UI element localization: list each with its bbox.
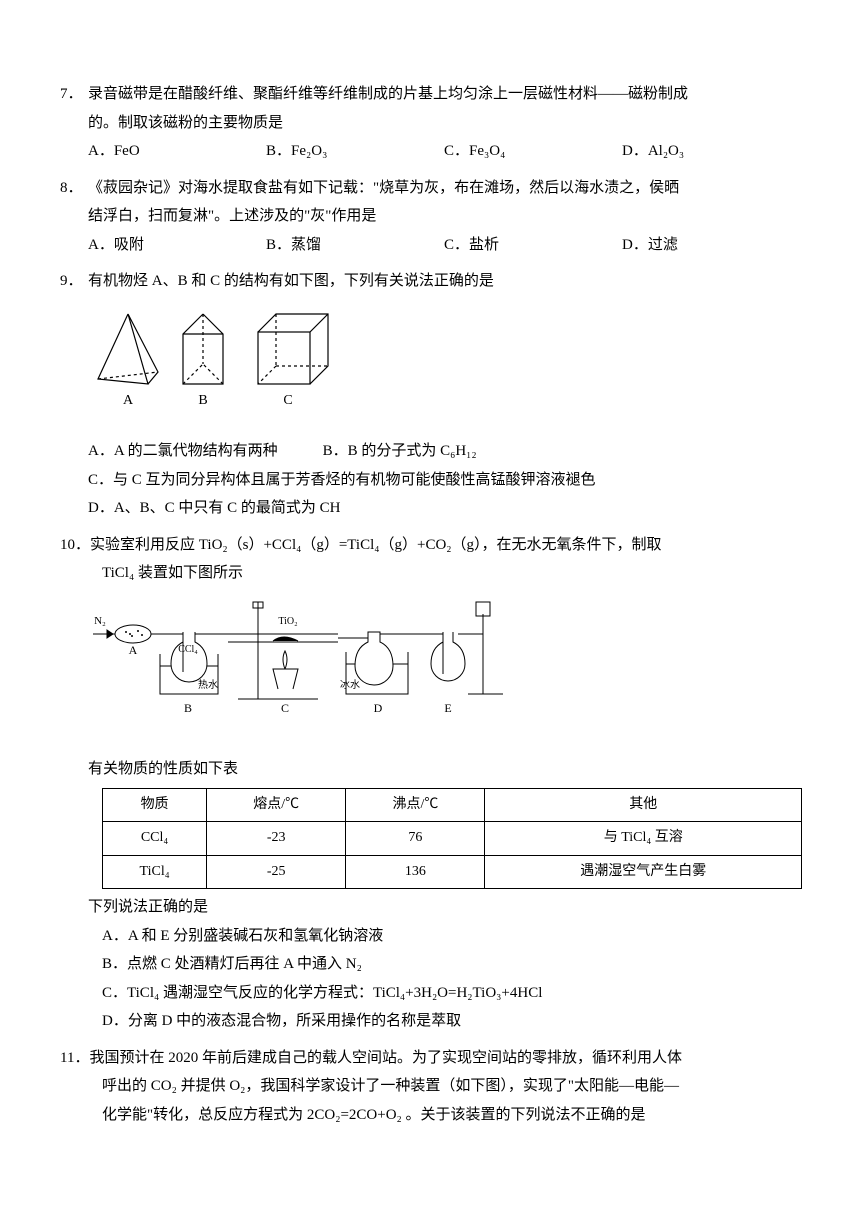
options: A．A 和 E 分别盛装碱石灰和氢氧化钠溶液 B．点燃 C 处酒精灯后再往 A … [60, 922, 800, 1036]
table-cell: CCl₄ [103, 822, 207, 856]
shapes-figure: A B C [88, 304, 348, 419]
question-text-cont: 呼出的 CO₂ 并提供 O₂，我国科学家设计了一种装置（如下图），实现了"太阳能… [60, 1072, 800, 1101]
label-icewater: 冰水 [340, 678, 360, 691]
question-9: 9． 有机物烃 A、B 和 C 的结构有如下图，下列有关说法正确的是 A B C [60, 267, 800, 523]
question-text-cont: 结浮白，扫而复淋"。上述涉及的"灰"作用是 [60, 202, 800, 231]
option-d: D．过滤 [622, 231, 800, 260]
options: A．A 的二氯代物结构有两种 B．B 的分子式为 C₆H₁₂ C．与 C 互为同… [60, 437, 800, 523]
label-c: C [281, 701, 289, 715]
option-c: C．TiCl₄ 遇潮湿空气反应的化学方程式：TiCl₄+3H₂O=H₂TiO₃+… [102, 979, 800, 1008]
label-ccl4: CCl₄ [178, 644, 198, 655]
label-a: A [129, 643, 138, 657]
question-11: 11． 我国预计在 2020 年前后建成自己的载人空间站。为了实现空间站的零排放… [60, 1044, 800, 1130]
label-b: B [184, 701, 192, 715]
apparatus-figure: N₂ A CCl₄ 热水 B TiO₂ C 冰水 D E [88, 594, 528, 739]
label-tio2: TiO₂ [278, 616, 297, 627]
option-a: A．FeO [88, 137, 266, 166]
option-a: A．吸附 [88, 231, 266, 260]
option-b: B．Fe₂O₃ [266, 137, 444, 166]
option-b: B．点燃 C 处酒精灯后再往 A 中通入 N₂ [102, 950, 800, 979]
table-header: 其他 [485, 788, 802, 822]
table-cell: 76 [346, 822, 485, 856]
option-c: C．盐析 [444, 231, 622, 260]
question-number: 7． [60, 80, 88, 109]
question-text: 实验室利用反应 TiO₂（s）+CCl₄（g）=TiCl₄（g）+CO₂（g），… [90, 531, 800, 560]
question-7: 7． 录音磁带是在醋酸纤维、聚酯纤维等纤维制成的片基上均匀涂上一层磁性材料——磁… [60, 80, 800, 166]
question-text: 录音磁带是在醋酸纤维、聚酯纤维等纤维制成的片基上均匀涂上一层磁性材料——磁粉制成 [88, 80, 800, 109]
table-cell: -23 [207, 822, 346, 856]
options: A．FeO B．Fe₂O₃ C．Fe₃O₄ D．Al₂O₃ [60, 137, 800, 166]
table-header: 物质 [103, 788, 207, 822]
question-10: 10． 实验室利用反应 TiO₂（s）+CCl₄（g）=TiCl₄（g）+CO₂… [60, 531, 800, 1036]
table-row: TiCl₄ -25 136 遇潮湿空气产生白雾 [103, 855, 802, 889]
shape-label-b: B [198, 393, 207, 408]
table-cell: TiCl₄ [103, 855, 207, 889]
option-d: D．分离 D 中的液态混合物，所采用操作的名称是萃取 [102, 1007, 800, 1036]
table-row: 物质 熔点/℃ 沸点/℃ 其他 [103, 788, 802, 822]
label-d: D [374, 701, 383, 715]
table-cell: 136 [346, 855, 485, 889]
question-text: 有机物烃 A、B 和 C 的结构有如下图，下列有关说法正确的是 [88, 267, 800, 296]
question-text-cont: 化学能"转化，总反应方程式为 2CO₂=2CO+O₂ 。关于该装置的下列说法不正… [60, 1101, 800, 1130]
properties-table: 物质 熔点/℃ 沸点/℃ 其他 CCl₄ -23 76 与 TiCl₄ 互溶 T… [102, 788, 802, 890]
label-n2: N₂ [94, 615, 106, 627]
subhead: 下列说法正确的是 [60, 893, 800, 922]
question-text-cont: 的。制取该磁粉的主要物质是 [60, 109, 800, 138]
question-number: 8． [60, 174, 88, 203]
label-e: E [444, 701, 451, 715]
table-header: 熔点/℃ [207, 788, 346, 822]
option-ab: A．A 的二氯代物结构有两种 B．B 的分子式为 C₆H₁₂ [88, 437, 800, 466]
option-c: C．Fe₃O₄ [444, 137, 622, 166]
table-header: 沸点/℃ [346, 788, 485, 822]
shape-label-c: C [283, 393, 292, 408]
option-d: D．A、B、C 中只有 C 的最简式为 CH [88, 494, 800, 523]
question-text: 我国预计在 2020 年前后建成自己的载人空间站。为了实现空间站的零排放，循环利… [89, 1044, 800, 1073]
question-text-cont: TiCl₄ 装置如下图所示 [60, 559, 800, 588]
question-text: 《菽园杂记》对海水提取食盐有如下记载："烧草为灰，布在滩场，然后以海水渍之，侯晒 [88, 174, 800, 203]
question-number: 10． [60, 531, 90, 560]
table-intro: 有关物质的性质如下表 [60, 755, 800, 784]
table-cell: 遇潮湿空气产生白雾 [485, 855, 802, 889]
shape-label-a: A [123, 393, 134, 408]
option-d: D．Al₂O₃ [622, 137, 800, 166]
question-8: 8． 《菽园杂记》对海水提取食盐有如下记载："烧草为灰，布在滩场，然后以海水渍之… [60, 174, 800, 260]
table-cell: -25 [207, 855, 346, 889]
option-a: A．A 和 E 分别盛装碱石灰和氢氧化钠溶液 [102, 922, 800, 951]
question-number: 11． [60, 1044, 89, 1073]
question-number: 9． [60, 267, 88, 296]
options: A．吸附 B．蒸馏 C．盐析 D．过滤 [60, 231, 800, 260]
option-c: C．与 C 互为同分异构体且属于芳香烃的有机物可能使酸性高锰酸钾溶液褪色 [88, 466, 800, 495]
table-cell: 与 TiCl₄ 互溶 [485, 822, 802, 856]
option-b: B．蒸馏 [266, 231, 444, 260]
table-row: CCl₄ -23 76 与 TiCl₄ 互溶 [103, 822, 802, 856]
label-hotwater: 热水 [198, 678, 218, 691]
